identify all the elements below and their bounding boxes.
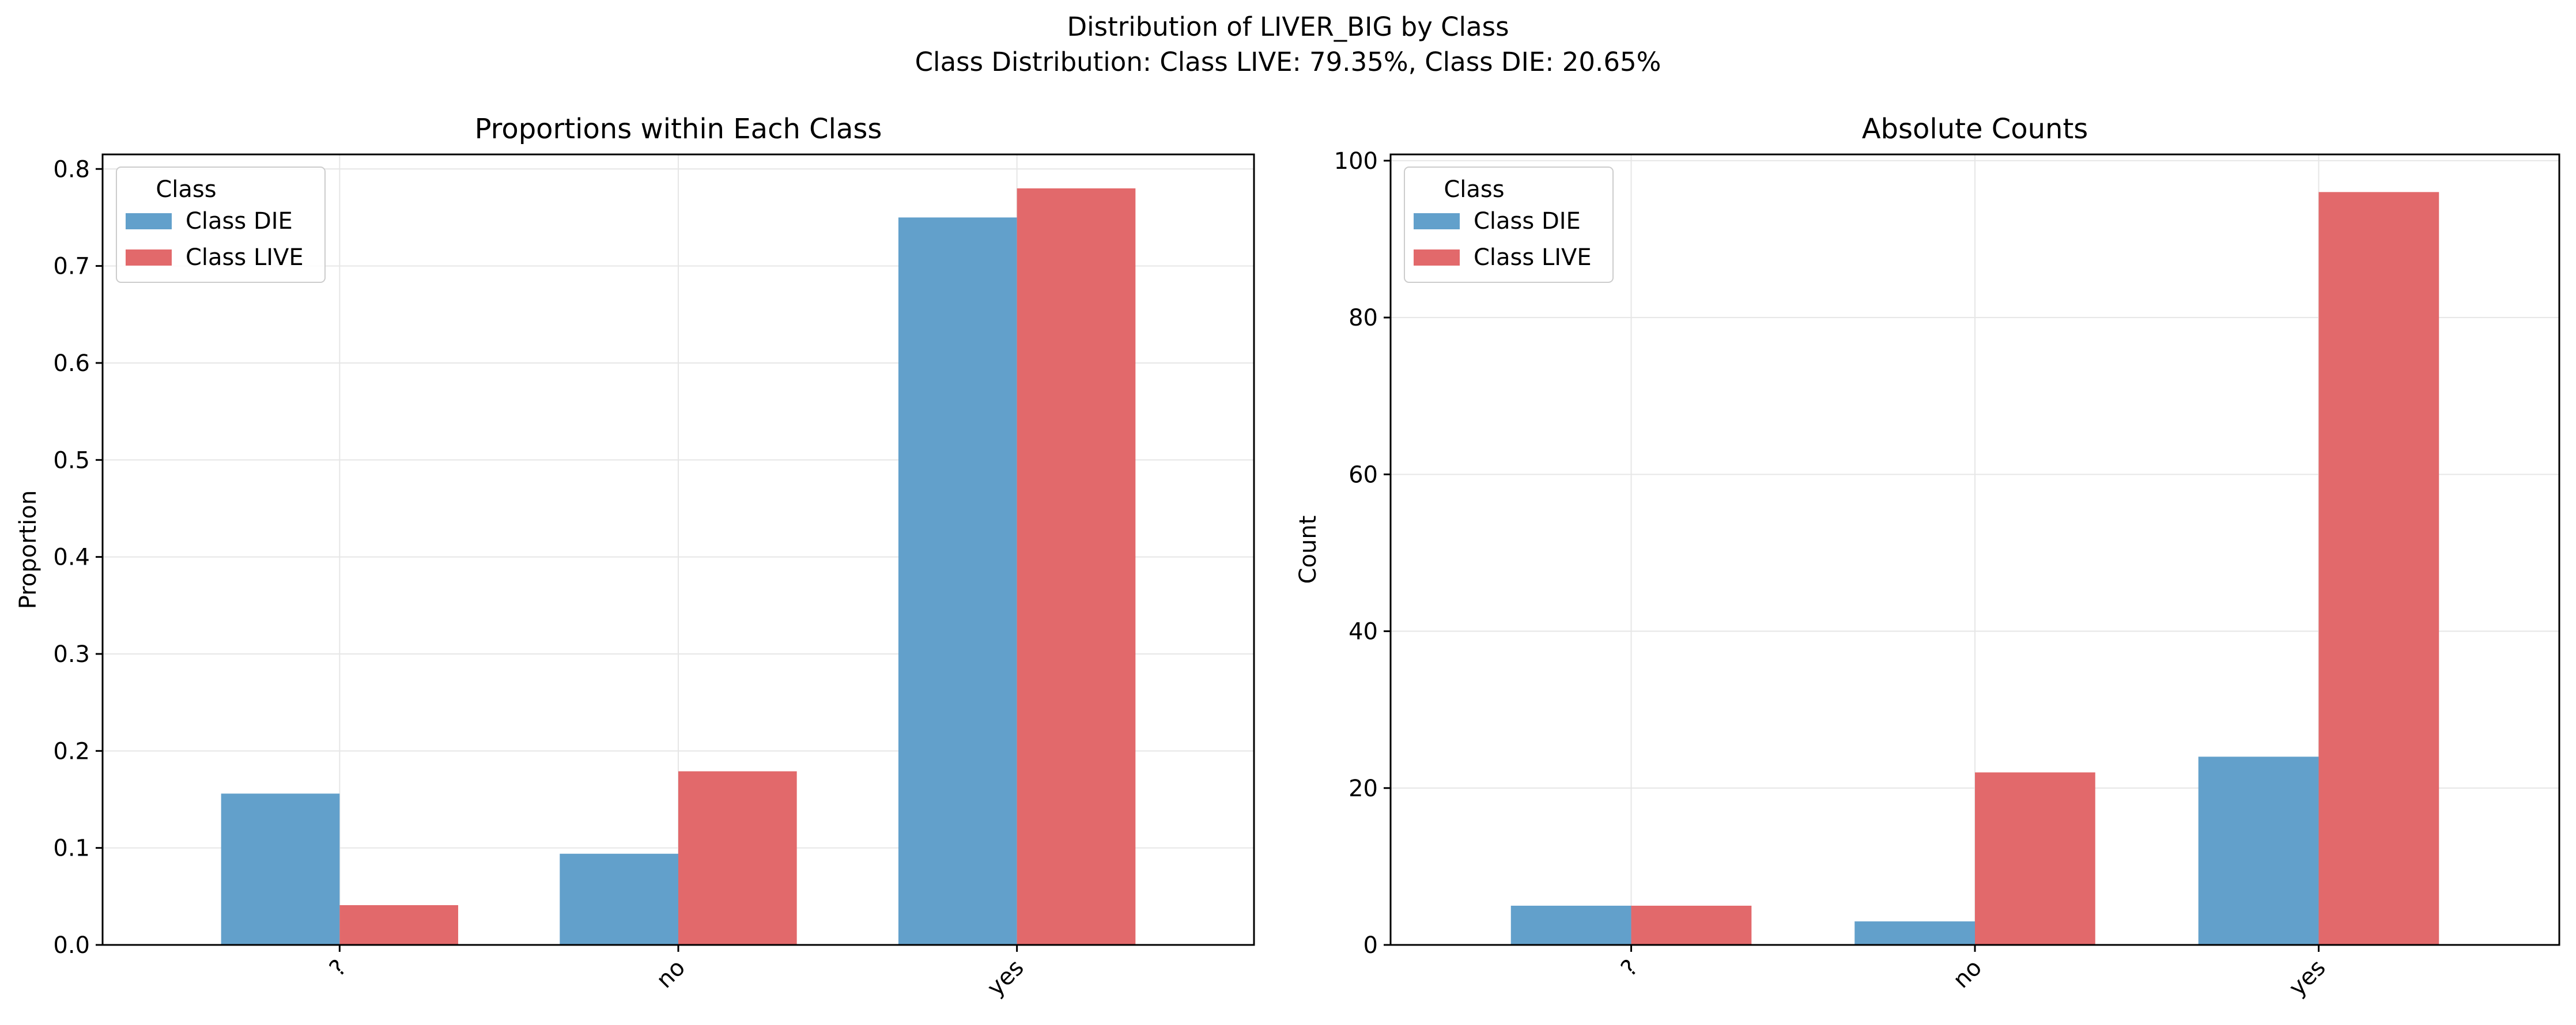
legend-title: Class (156, 176, 216, 203)
bar-die-no (560, 853, 678, 945)
y-tick-label: 40 (1349, 619, 1378, 645)
y-tick-label: 60 (1349, 462, 1378, 488)
legend-swatch-die (1414, 213, 1460, 229)
y-tick-label: 0.7 (53, 254, 90, 280)
legend-swatch-die (126, 213, 172, 229)
legend-swatch-live (126, 249, 172, 266)
legend: Class Class DIE Class LIVE (116, 167, 326, 283)
bar-die-yes (898, 217, 1017, 945)
y-axis-label: Count (1295, 516, 1321, 584)
y-tick-label: 20 (1349, 776, 1378, 802)
y-tick-label: 0.4 (53, 544, 90, 571)
suptitle-line1: Distribution of LIVER_BIG by Class (1067, 12, 1509, 42)
legend-label-die: Class DIE (1474, 208, 1581, 234)
bar-die-unknown (1510, 905, 1631, 945)
y-tick-label: 0.3 (53, 641, 90, 668)
legend-swatch-live (1414, 249, 1460, 266)
y-tick-label: 80 (1349, 305, 1378, 331)
y-tick-label: 0 (1363, 932, 1378, 959)
y-tick-label: 0.0 (53, 932, 90, 959)
legend-label-live: Class LIVE (1474, 244, 1592, 271)
bar-live-no (678, 771, 797, 945)
bar-live-unknown (339, 905, 459, 945)
suptitle-line2: Class Distribution: Class LIVE: 79.35%, … (915, 47, 1661, 77)
proportions-chart: 0.00.10.20.30.40.50.60.70.8? no yesProport… (15, 113, 1255, 1001)
bar-live-no (1975, 772, 2095, 945)
bar-live-unknown (1631, 905, 1752, 945)
y-axis-label: Proportion (15, 490, 41, 609)
y-tick-label: 0.2 (53, 738, 90, 765)
bar-live-yes (1017, 188, 1136, 945)
legend-title: Class (1444, 176, 1504, 203)
y-tick-label: 0.6 (53, 350, 90, 377)
bar-die-unknown (221, 793, 340, 945)
y-tick-label: 0.5 (53, 447, 90, 474)
bar-die-yes (2198, 757, 2319, 945)
bar-live-yes (2318, 192, 2439, 945)
chart-title: Absolute Counts (1862, 113, 2088, 145)
bar-die-no (1854, 921, 1975, 945)
legend: Class Class DIE Class LIVE (1404, 167, 1614, 283)
y-tick-label: 0.1 (53, 835, 90, 862)
y-tick-label: 100 (1334, 148, 1378, 175)
chart-title: Proportions within Each Class (475, 113, 882, 145)
y-tick-label: 0.8 (53, 156, 90, 183)
legend-label-live: Class LIVE (186, 244, 304, 271)
legend-label-die: Class DIE (186, 208, 293, 234)
